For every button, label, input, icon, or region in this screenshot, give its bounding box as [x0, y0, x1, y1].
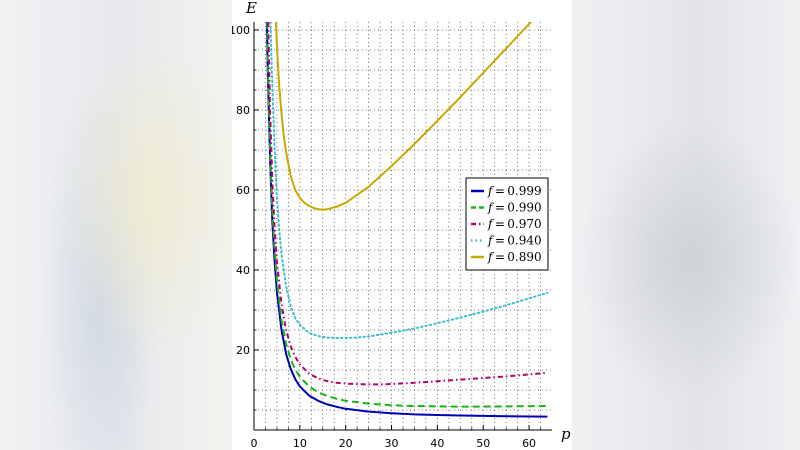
x-tick-label: 60: [522, 437, 536, 450]
legend-label-5: f = 0.890: [487, 250, 542, 264]
x-axis-title: p: [561, 425, 571, 443]
series-line-3: [267, 22, 548, 386]
x-tick-label: 20: [339, 437, 353, 450]
x-tick-label: 40: [430, 437, 444, 450]
tick-marks: [253, 29, 541, 430]
y-tick-label: 100: [232, 24, 250, 37]
y-axis-title: E: [245, 0, 257, 17]
legend: f = 0.999 f = 0.990 f = 0.970 f = 0.940 f = …: [465, 177, 549, 271]
series-line-4: [269, 22, 549, 339]
series-line-5: [275, 22, 533, 211]
legend-label-2: f = 0.990: [487, 201, 542, 215]
x-tick-label: 50: [476, 437, 490, 450]
y-tick-label: 20: [236, 344, 250, 357]
y-tick-label: 40: [236, 264, 250, 277]
legend-label-3: f = 0.970: [487, 217, 542, 231]
y-tick-label: 60: [236, 184, 250, 197]
chart-panel: 0 10 20 30 40 50 60 20 40 60 80 100 E p f = 0.999 f …: [232, 0, 572, 450]
legend-label-4: f = 0.940: [487, 234, 542, 248]
legend-label-1: f = 0.999: [487, 184, 542, 198]
x-tick-label: 30: [385, 437, 399, 450]
tick-labels: 0 10 20 30 40 50 60 20 40 60 80 100: [232, 24, 536, 450]
x-tick-label: 10: [293, 437, 307, 450]
series-line-1: [265, 22, 548, 418]
y-tick-label: 80: [236, 104, 250, 117]
x-tick-label: 0: [251, 437, 258, 450]
series-lines: [265, 22, 549, 418]
